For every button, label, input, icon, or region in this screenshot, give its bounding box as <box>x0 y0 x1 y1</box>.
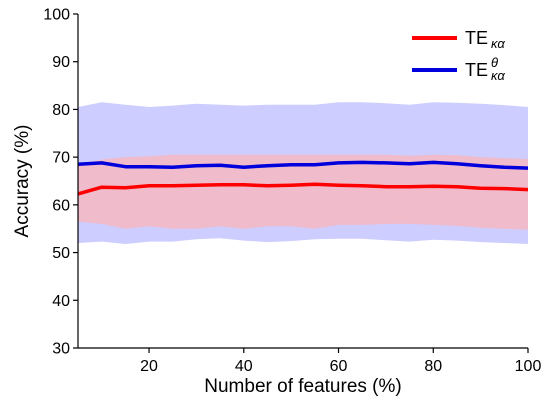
legend-label-0: TE κα <box>465 28 505 51</box>
axes <box>77 14 528 349</box>
y-tick-label: 30 <box>52 341 70 358</box>
band-series-0 <box>78 154 528 230</box>
x-tick-label: 80 <box>424 358 442 375</box>
y-axis-title: Accuracy (%) <box>12 125 33 238</box>
series-lines <box>77 160 529 196</box>
x-tick-label: 60 <box>330 358 348 375</box>
y-tick-label: 60 <box>52 197 70 214</box>
x-tick-label: 100 <box>515 358 542 375</box>
y-tick-label: 100 <box>43 7 70 24</box>
y-tick-label: 40 <box>52 293 70 310</box>
legend: TE κα TE θ κα <box>412 28 505 83</box>
x-tick-label: 20 <box>140 358 158 375</box>
x-tick-label: 40 <box>235 358 253 375</box>
x-axis-title: Number of features (%) <box>204 376 401 397</box>
y-tick-label: 70 <box>52 150 70 167</box>
line-series-0 <box>77 182 529 196</box>
y-tick-label: 90 <box>52 54 70 71</box>
confidence-bands <box>78 102 528 244</box>
y-tick-label: 80 <box>52 102 70 119</box>
legend-label-1: TE θ κα <box>465 55 505 83</box>
ticks: 30 40 50 60 70 80 90 100 20 40 60 80 100 <box>43 7 541 376</box>
y-tick-label: 50 <box>52 245 70 262</box>
line-series-1 <box>77 160 529 170</box>
